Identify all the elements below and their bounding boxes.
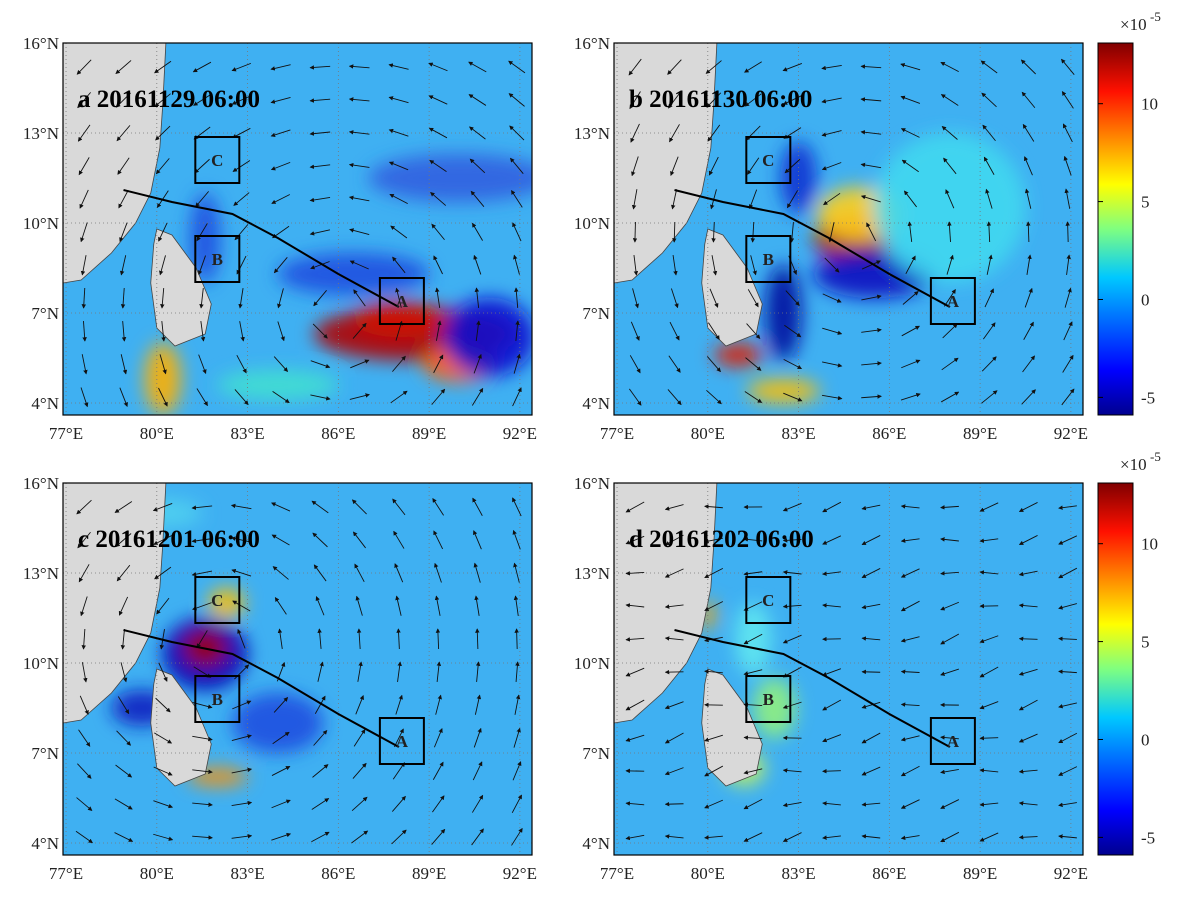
colorbar: [1098, 483, 1133, 855]
x-tick-label: 92°E: [1054, 424, 1088, 443]
x-tick-label: 83°E: [781, 864, 815, 883]
region-label: B: [212, 250, 223, 269]
panel-title: d 20161202 06:00: [629, 526, 814, 553]
vorticity-patch: [145, 343, 181, 415]
vorticity-patch: [217, 370, 339, 400]
x-tick-label: 89°E: [963, 864, 997, 883]
x-tick-label: 80°E: [140, 424, 174, 443]
y-tick-label: 4°N: [31, 394, 59, 413]
y-tick-label: 7°N: [31, 744, 59, 763]
vorticity-patch: [747, 379, 820, 403]
colorbar-tick-label: -5: [1141, 388, 1155, 407]
vorticity-patch: [714, 343, 763, 367]
y-tick-label: 13°N: [23, 564, 59, 583]
y-tick-label: 13°N: [574, 124, 610, 143]
wind-arrow: [635, 222, 636, 242]
vorticity-patch: [232, 693, 323, 753]
y-tick-label: 16°N: [23, 34, 59, 53]
x-tick-label: 83°E: [230, 864, 264, 883]
x-tick-label: 89°E: [963, 424, 997, 443]
x-tick-label: 77°E: [49, 424, 83, 443]
colorbar-tick-label: 5: [1141, 633, 1150, 652]
wind-arrow: [1068, 222, 1069, 242]
panel-title: a 20161129 06:00: [78, 86, 260, 113]
map-panel: A B Cd 20161202 06:00 77°E 80°E 83°E 86°E 89°E 9…: [574, 474, 1088, 883]
colorbar: [1098, 43, 1133, 415]
y-tick-label: 13°N: [23, 124, 59, 143]
x-tick-label: 86°E: [321, 424, 355, 443]
region-label: C: [211, 151, 223, 170]
colorbar-scale: ×10: [1120, 455, 1147, 474]
wind-arrow: [862, 672, 880, 673]
colorbar-tick-label: -5: [1141, 828, 1155, 847]
x-tick-label: 80°E: [691, 424, 725, 443]
x-tick-label: 77°E: [49, 864, 83, 883]
region-label: C: [762, 151, 774, 170]
vorticity-patch: [874, 133, 1026, 284]
y-tick-label: 7°N: [31, 304, 59, 323]
x-tick-label: 83°E: [230, 424, 264, 443]
y-tick-label: 7°N: [582, 744, 610, 763]
x-tick-label: 92°E: [503, 864, 537, 883]
y-tick-label: 7°N: [582, 304, 610, 323]
y-tick-label: 16°N: [574, 34, 610, 53]
x-tick-label: 92°E: [1054, 864, 1088, 883]
wind-arrow: [823, 771, 841, 772]
region-label: A: [396, 292, 409, 311]
y-tick-label: 16°N: [23, 474, 59, 493]
map-panel: A B Cc 20161201 06:00 77°E 80°E 83°E 86°E 89°E 9…: [23, 474, 537, 883]
x-tick-label: 86°E: [321, 864, 355, 883]
colorbar-tick-label: 0: [1141, 290, 1150, 309]
region-label: B: [763, 250, 774, 269]
y-tick-label: 10°N: [23, 214, 59, 233]
panel-title: c 20161201 06:00: [78, 526, 260, 553]
x-tick-label: 80°E: [140, 864, 174, 883]
x-tick-label: 86°E: [872, 864, 906, 883]
colorbar-exponent: -5: [1150, 449, 1161, 464]
wind-arrow: [1020, 639, 1038, 640]
map-panel: A B Cb 20161130 06:00 77°E 80°E 83°E 86°E 89°E 9…: [574, 34, 1088, 443]
y-tick-label: 10°N: [574, 654, 610, 673]
vorticity-patch: [753, 678, 796, 738]
colorbar-tick-label: 5: [1141, 193, 1150, 212]
y-tick-label: 4°N: [582, 394, 610, 413]
vorticity-patch: [368, 154, 550, 202]
region-label: A: [947, 292, 960, 311]
colorbar-tick-label: 0: [1141, 730, 1150, 749]
colorbar-tick-label: 10: [1141, 95, 1158, 114]
colorbar-exponent: -5: [1150, 9, 1161, 24]
y-tick-label: 13°N: [574, 564, 610, 583]
x-tick-label: 89°E: [412, 424, 446, 443]
wind-arrow: [517, 629, 518, 649]
x-tick-label: 77°E: [600, 864, 634, 883]
y-tick-label: 10°N: [574, 214, 610, 233]
colorbar-scale: ×10: [1120, 15, 1147, 34]
x-tick-label: 83°E: [781, 424, 815, 443]
map-panel: A B Ca 20161129 06:00 77°E 80°E 83°E 86°E 89°E 9…: [23, 34, 551, 443]
region-label: B: [763, 690, 774, 709]
region-label: C: [762, 591, 774, 610]
colorbar-tick-label: 10: [1141, 535, 1158, 554]
panel-title: b 20161130 06:00: [629, 86, 812, 113]
x-tick-label: 77°E: [600, 424, 634, 443]
y-tick-label: 4°N: [582, 834, 610, 853]
x-tick-label: 89°E: [412, 864, 446, 883]
y-tick-label: 4°N: [31, 834, 59, 853]
region-label: A: [947, 732, 960, 751]
vorticity-patch: [277, 253, 429, 295]
region-label: C: [211, 591, 223, 610]
vorticity-patch: [444, 298, 535, 377]
region-label: B: [212, 690, 223, 709]
x-tick-label: 92°E: [503, 424, 537, 443]
y-tick-label: 10°N: [23, 654, 59, 673]
x-tick-label: 80°E: [691, 864, 725, 883]
y-tick-label: 16°N: [574, 474, 610, 493]
region-label: A: [396, 732, 409, 751]
x-tick-label: 86°E: [872, 424, 906, 443]
